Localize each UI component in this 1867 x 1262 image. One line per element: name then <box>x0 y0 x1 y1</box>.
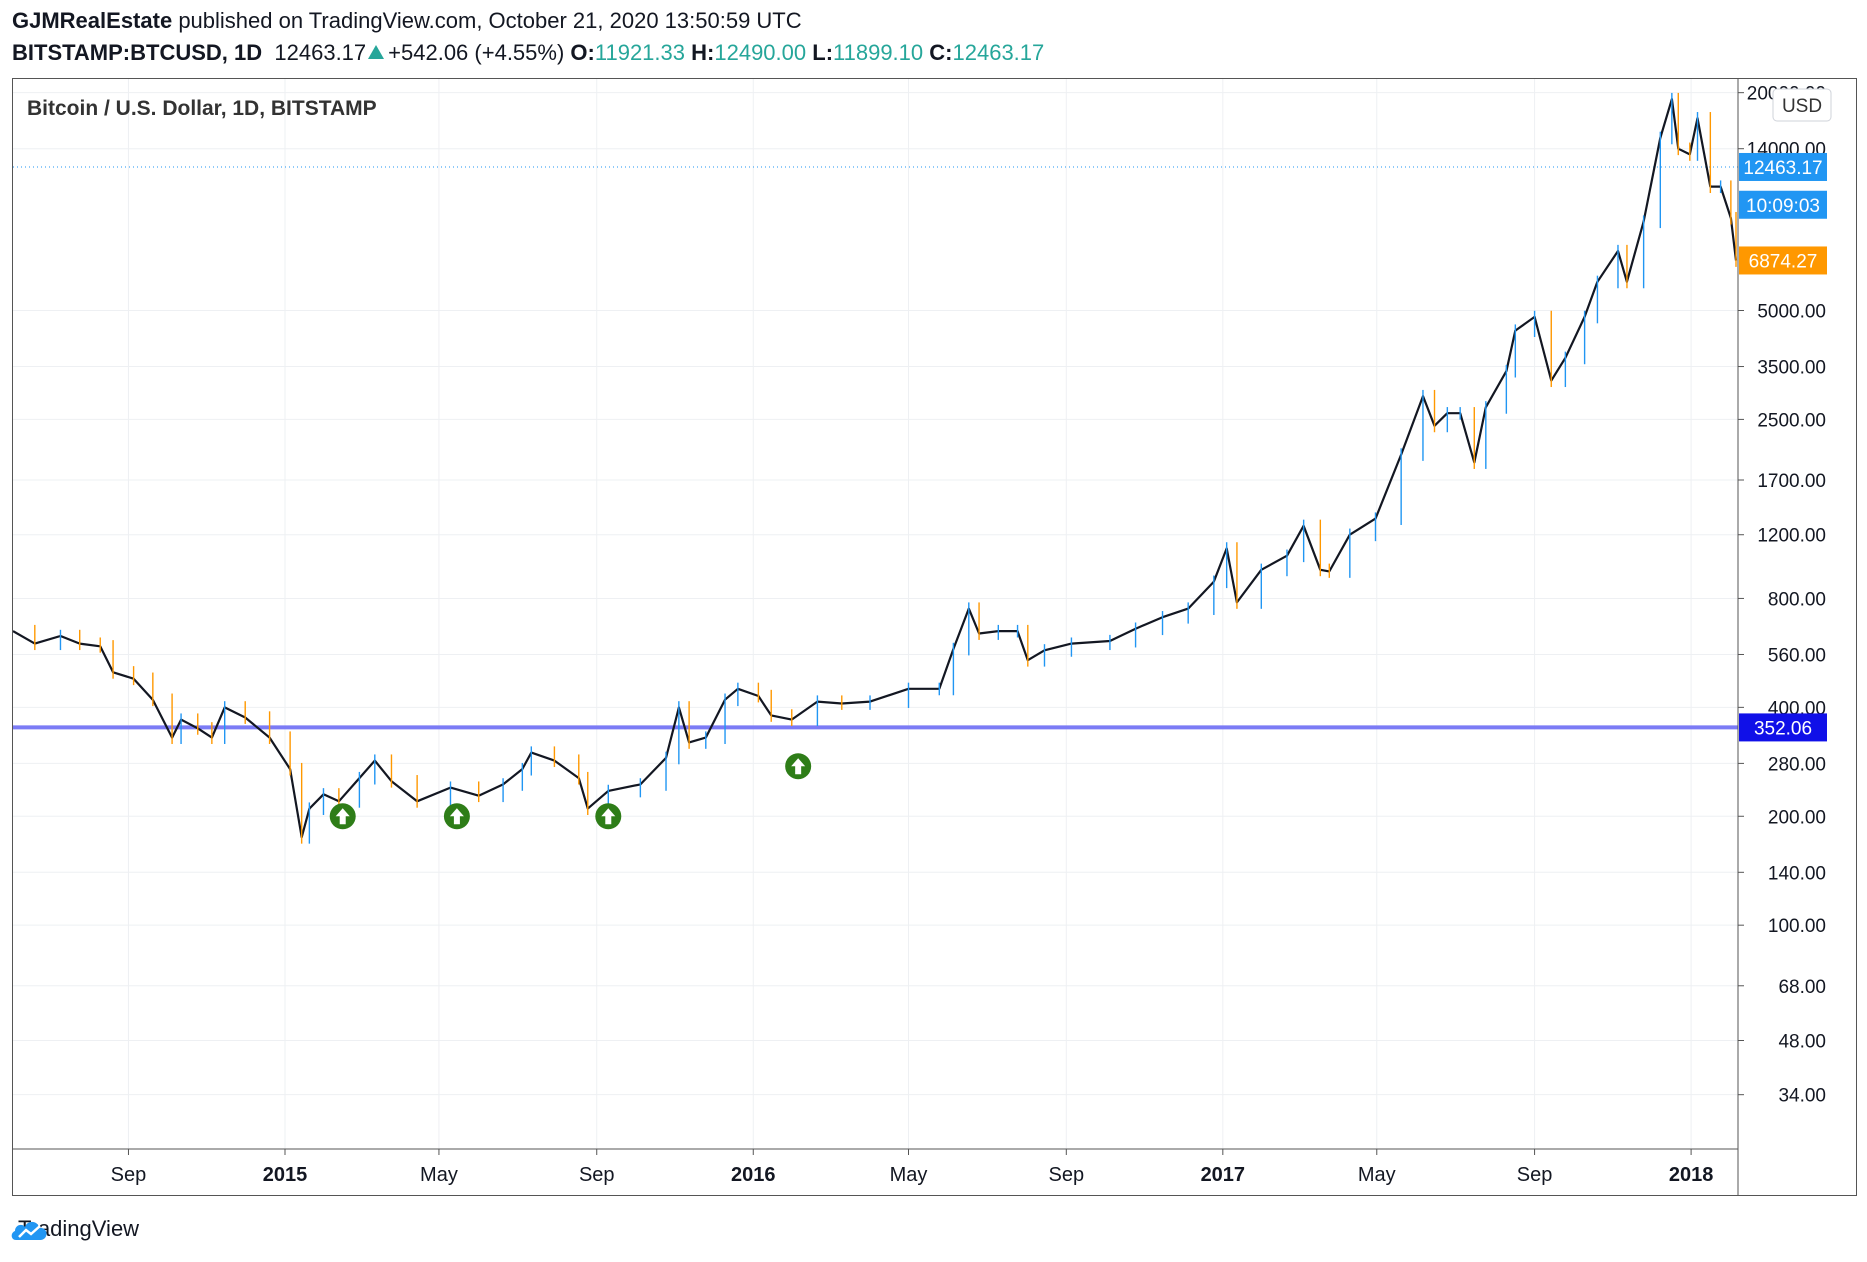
x-tick-label: 2016 <box>731 1164 776 1186</box>
y-tick-label: 1700.00 <box>1757 471 1826 492</box>
published-text: published on TradingView.com, October 21… <box>178 8 802 33</box>
low-label: L: <box>812 40 834 65</box>
price-series <box>13 92 1738 844</box>
y-tick-label: 48.00 <box>1778 1032 1826 1053</box>
chart-title: Bitcoin / U.S. Dollar, 1D, BITSTAMP <box>27 97 377 120</box>
high-label: H: <box>691 40 715 65</box>
signal-markers <box>329 753 812 830</box>
y-tick-label: 200.00 <box>1768 807 1826 828</box>
chart-frame[interactable]: 20000.0014000.005000.003500.002500.00170… <box>12 78 1857 1196</box>
price-tag: 12463.17 <box>1739 152 1827 181</box>
last-price: 12463.17 <box>274 40 367 65</box>
price-change: +542.06 (+4.55%) <box>388 40 565 65</box>
price-tag: 6874.27 <box>1739 246 1827 275</box>
x-tick-label: 2015 <box>263 1164 308 1186</box>
price-tag: 352.06 <box>1739 713 1827 742</box>
ohlc-header: BITSTAMP:BTCUSD, 1D 12463.17 +542.06 (+4.… <box>12 40 1044 66</box>
price-tags: 12463.17 10:09:03 6874.27 352.06 <box>1739 152 1827 742</box>
footer: TradingView <box>10 1216 139 1242</box>
grid-lines <box>13 79 1738 1149</box>
x-tick-label: May <box>420 1164 458 1186</box>
up-triangle-icon <box>368 45 385 59</box>
y-tick-label: 100.00 <box>1768 916 1826 937</box>
publish-header: GJMRealEstate published on TradingView.c… <box>12 8 802 34</box>
author-name[interactable]: GJMRealEstate <box>12 8 173 33</box>
x-tick-label: Sep <box>579 1164 615 1186</box>
y-tick-label: 560.00 <box>1768 645 1826 666</box>
y-tick-label: 280.00 <box>1768 754 1826 775</box>
symbol-label: BITSTAMP:BTCUSD, 1D <box>12 40 263 65</box>
price-line <box>13 98 1738 839</box>
y-tick-label: 2500.00 <box>1757 410 1826 431</box>
y-tick-label: 1200.00 <box>1757 526 1826 547</box>
x-tick-label: May <box>890 1164 928 1186</box>
x-tick-label: 2018 <box>1669 1164 1714 1186</box>
x-tick-label: Sep <box>1517 1164 1553 1186</box>
y-tick-label: 5000.00 <box>1757 301 1826 322</box>
x-tick-label: Sep <box>111 1164 147 1186</box>
y-tick-label: 800.00 <box>1768 589 1826 610</box>
open-value: 11921.33 <box>594 40 686 65</box>
x-tick-label: Sep <box>1049 1164 1085 1186</box>
tradingview-cloud-icon[interactable] <box>10 1216 50 1244</box>
price-tag-label: 352.06 <box>1754 718 1812 739</box>
currency-label: USD <box>1782 96 1822 117</box>
price-tag-label: 6874.27 <box>1749 251 1818 272</box>
high-value: 12490.00 <box>714 40 807 65</box>
y-tick-label: 68.00 <box>1778 977 1826 998</box>
price-tag-label: 12463.17 <box>1743 158 1822 179</box>
x-tick-label: May <box>1358 1164 1396 1186</box>
time-axis[interactable]: Sep 2015 May Sep 2016 May Sep 2017 May Sep 2018 <box>111 1149 1714 1186</box>
y-tick-label: 140.00 <box>1768 863 1826 884</box>
low-value: 11899.10 <box>833 40 924 65</box>
price-chart[interactable]: 20000.0014000.005000.003500.002500.00170… <box>13 79 1856 1195</box>
y-tick-label: 34.00 <box>1778 1086 1826 1107</box>
price-axis-bg[interactable] <box>1738 79 1856 1195</box>
close-label: C: <box>929 40 953 65</box>
price-tag-label: 10:09:03 <box>1746 196 1820 217</box>
buy-signal-arrow-icon <box>595 803 622 830</box>
buy-signal-arrow-icon <box>785 753 812 780</box>
x-tick-label: 2017 <box>1201 1164 1246 1186</box>
buy-signal-arrow-icon <box>443 803 470 830</box>
currency-button[interactable]: USD <box>1772 88 1832 122</box>
open-label: O: <box>570 40 595 65</box>
buy-signal-arrow-icon <box>329 803 356 830</box>
y-tick-label: 3500.00 <box>1757 358 1826 379</box>
price-tag: 10:09:03 <box>1739 190 1827 219</box>
close-value: 12463.17 <box>952 40 1045 65</box>
